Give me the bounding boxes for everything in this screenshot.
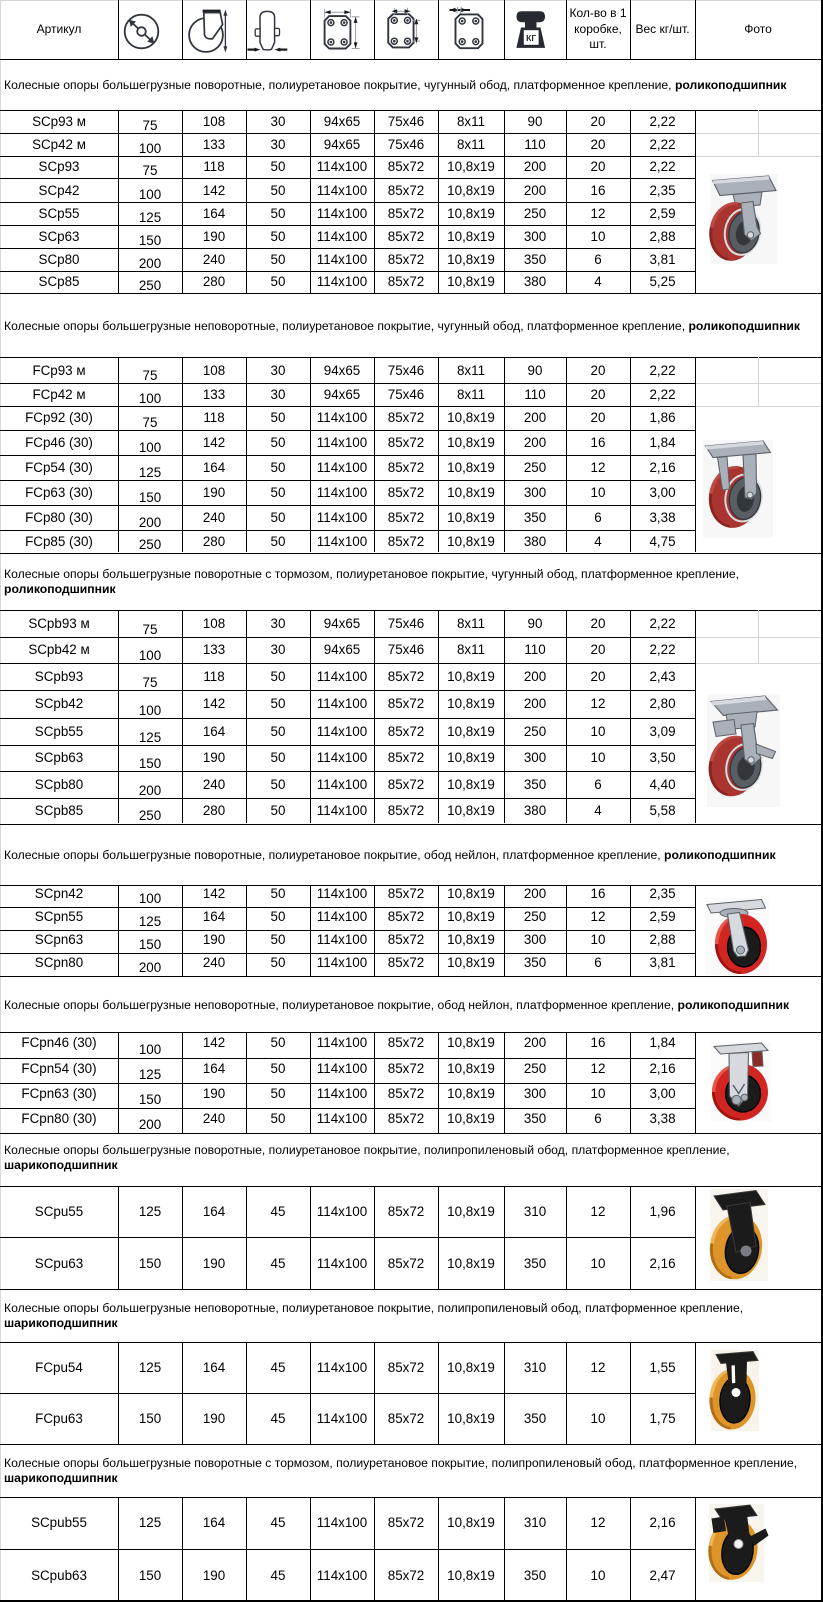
svg-text:КГ: КГ (526, 33, 536, 43)
